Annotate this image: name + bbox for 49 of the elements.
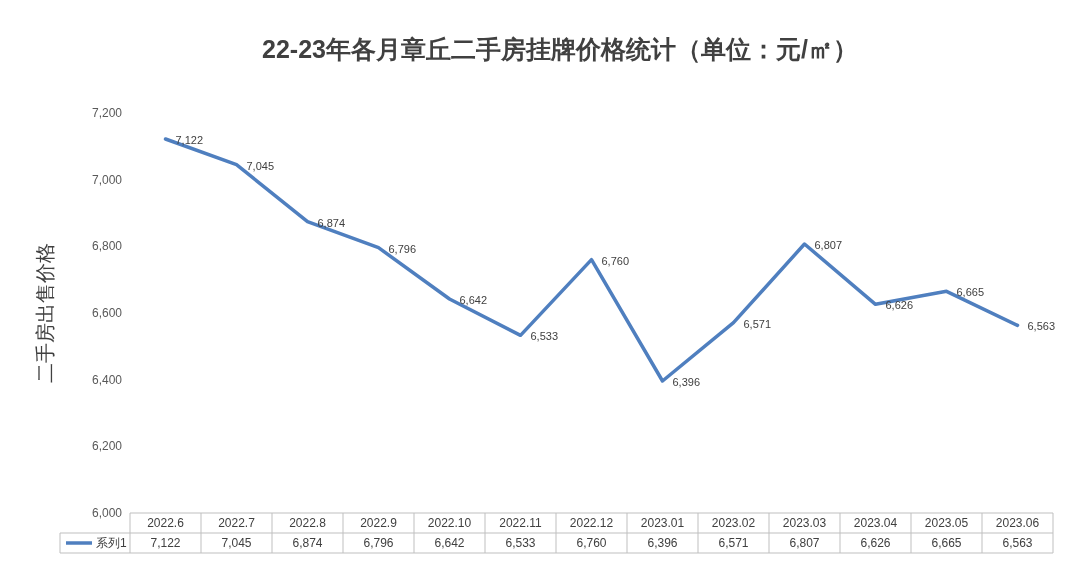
text: 6,533 — [530, 330, 559, 343]
x-tick-label: 2022.12 — [569, 516, 614, 530]
x-tick-label: 2022.8 — [289, 516, 327, 530]
data-label: 7,122 — [150, 536, 181, 550]
x-tick-label: 2022.9 — [360, 516, 398, 530]
x-tick-label: 2023.04 — [853, 516, 898, 530]
x-tick-label: 2023.06 — [995, 516, 1040, 530]
x-tick-label: 2023.02 — [711, 516, 756, 530]
x-tick-label: 2022.6 — [147, 516, 185, 530]
text: 6,807 — [814, 239, 843, 251]
text: 7,045 — [246, 159, 275, 172]
data-label: 6,626 — [860, 536, 891, 550]
y-tick-label: 6,800 — [91, 239, 123, 254]
x-tick-label: 2022.7 — [218, 516, 256, 530]
y-tick-label: 7,000 — [91, 172, 123, 187]
y-tick-label: 6,200 — [91, 439, 123, 454]
text: 7,122 — [175, 134, 204, 146]
text: 6,571 — [743, 317, 772, 330]
y-tick-label: 6,400 — [91, 372, 123, 387]
text: 6,642 — [459, 294, 488, 306]
data-label: 6,665 — [931, 536, 962, 550]
data-label: 6,642 — [434, 536, 465, 550]
text: 6,665 — [956, 286, 985, 299]
data-label: 6,563 — [1002, 536, 1033, 550]
y-axis-title: 二手房出售价格 — [34, 243, 56, 383]
data-label: 7,045 — [221, 536, 252, 550]
data-label: 6,533 — [505, 536, 536, 550]
data-label: 6,807 — [789, 536, 820, 550]
x-tick-label: 2023.03 — [782, 516, 827, 530]
text: 6,796 — [388, 242, 417, 255]
legend-label: 系列1 — [96, 536, 127, 550]
y-tick-label: 7,200 — [91, 106, 123, 120]
x-tick-label: 2023.01 — [640, 516, 685, 530]
data-label: 6,571 — [718, 536, 749, 550]
data-label: 6,796 — [363, 536, 394, 550]
x-tick-label: 2023.05 — [924, 516, 969, 530]
data-label: 6,760 — [576, 536, 607, 550]
chart-title: 22-23年各月章丘二手房挂牌价格统计（单位：元/㎡） — [262, 35, 858, 63]
y-tick-label: 6,600 — [91, 306, 123, 320]
text: 6,396 — [672, 376, 701, 388]
x-tick-label: 2022.10 — [427, 516, 472, 530]
text: 6,760 — [601, 254, 630, 267]
y-tick-label: 6,000 — [91, 506, 123, 520]
data-label: 6,396 — [647, 536, 678, 550]
data-label: 6,874 — [292, 536, 323, 550]
text: 6,563 — [1027, 320, 1056, 333]
x-tick-label: 2022.11 — [499, 516, 543, 530]
text: 6,626 — [885, 299, 914, 312]
text: 6,874 — [317, 216, 346, 229]
